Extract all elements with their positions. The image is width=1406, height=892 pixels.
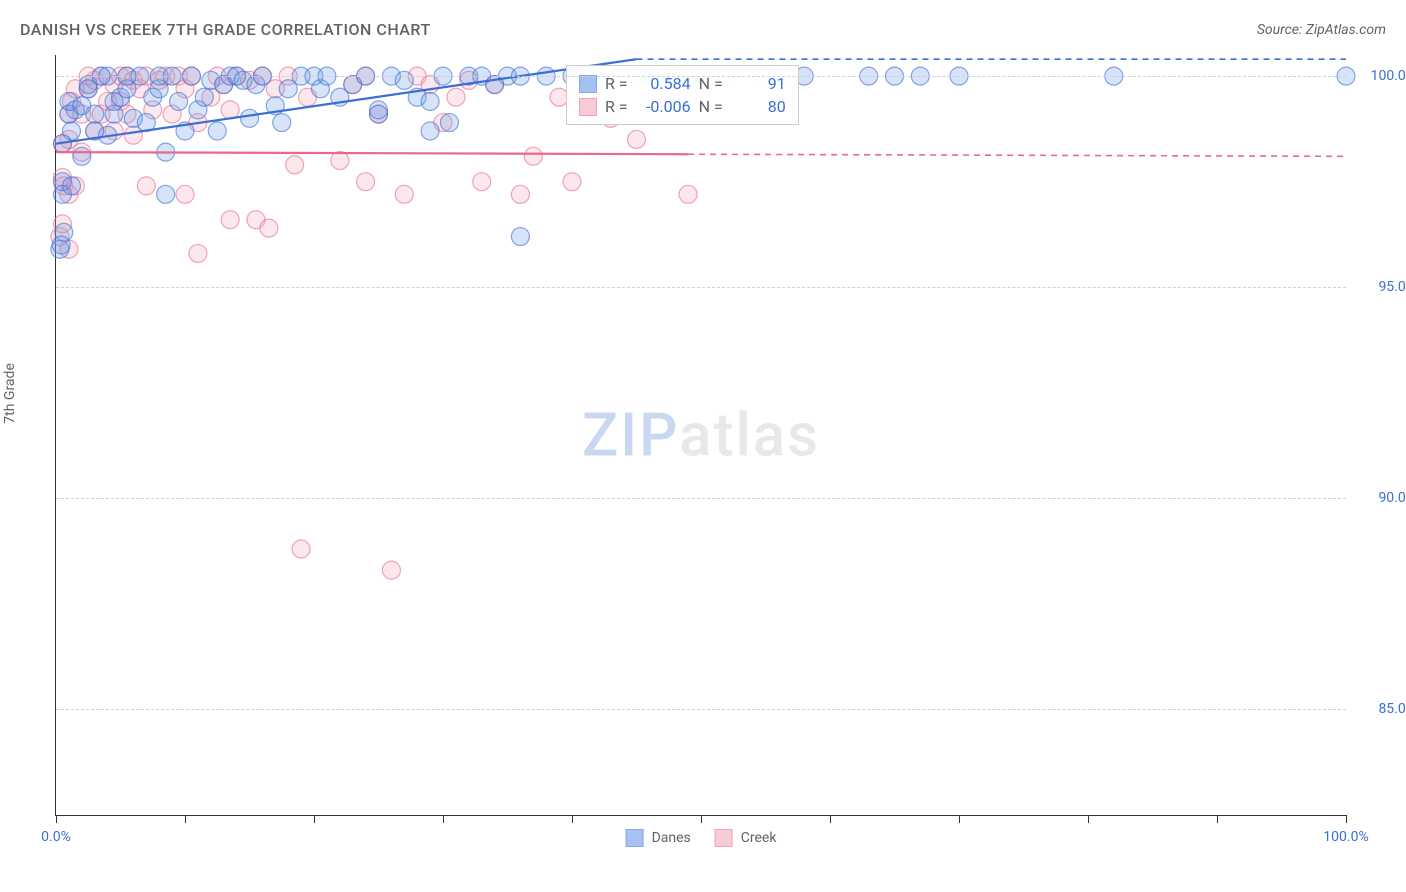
xtick: [56, 815, 57, 823]
stats-n-creek: 80: [731, 97, 786, 116]
stats-r-creek: -0.006: [636, 97, 691, 116]
ytick-label: 100.0%: [1356, 68, 1406, 84]
legend-bottom: Danes Creek: [626, 829, 777, 847]
stats-legend: R = 0.584 N = 91 R = -0.006 N = 80: [566, 65, 799, 125]
legend-label-creek: Creek: [741, 830, 777, 846]
gridline-h: [56, 498, 1346, 499]
legend-item-creek: Creek: [715, 829, 777, 847]
gridline-h: [56, 76, 1346, 77]
source-label: Source: ZipAtlas.com: [1257, 22, 1386, 38]
xtick: [185, 815, 186, 823]
stats-row-creek: R = -0.006 N = 80: [579, 95, 786, 118]
xtick-label: 100.0%: [1323, 829, 1368, 845]
ytick-label: 85.0%: [1356, 701, 1406, 717]
y-axis-label: 7th Grade: [2, 363, 18, 424]
xtick: [1088, 815, 1089, 823]
xtick: [1217, 815, 1218, 823]
stats-r-label: R =: [605, 97, 628, 116]
stats-swatch-creek: [579, 98, 597, 116]
chart-area: ZIPatlas R = 0.584 N = 91 R = -0.006 N =…: [55, 55, 1346, 816]
stats-n-label: N =: [699, 97, 723, 116]
plot-svg: [56, 55, 1346, 815]
ytick-label: 95.0%: [1356, 279, 1406, 295]
legend-label-danes: Danes: [652, 830, 691, 846]
xtick: [701, 815, 702, 823]
ytick-label: 90.0%: [1356, 490, 1406, 506]
stats-swatch-danes: [579, 75, 597, 93]
xtick: [443, 815, 444, 823]
chart-title: DANISH VS CREEK 7TH GRADE CORRELATION CH…: [20, 20, 431, 39]
legend-swatch-danes: [626, 829, 644, 847]
legend-swatch-creek: [715, 829, 733, 847]
xtick: [1346, 815, 1347, 823]
xtick: [314, 815, 315, 823]
legend-item-danes: Danes: [626, 829, 691, 847]
gridline-h: [56, 709, 1346, 710]
xtick: [830, 815, 831, 823]
gridline-h: [56, 287, 1346, 288]
xtick: [572, 815, 573, 823]
xtick: [959, 815, 960, 823]
xtick-label: 0.0%: [41, 829, 71, 845]
